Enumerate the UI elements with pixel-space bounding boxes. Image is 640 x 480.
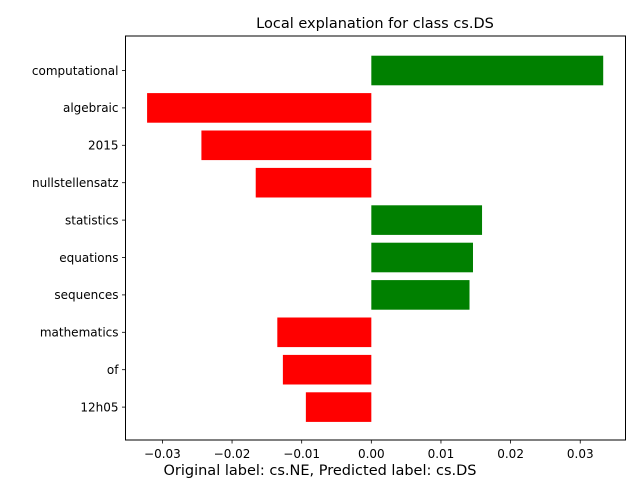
x-tick-label: −0.03 — [144, 447, 181, 461]
y-tick-label: nullstellensatz — [32, 176, 118, 190]
y-tick-label: equations — [59, 251, 118, 265]
bar-sequences — [371, 280, 470, 310]
bars-group — [147, 55, 604, 422]
bar-2015 — [201, 130, 372, 161]
chart-title: Local explanation for class cs.DS — [256, 16, 494, 32]
x-tick-label: 0.03 — [567, 447, 594, 461]
y-tick-label: statistics — [65, 213, 119, 227]
x-axis-ticks: −0.03 −0.02 −0.01 0.00 0.01 0.02 0.03 — [144, 440, 594, 461]
bar-equations — [371, 242, 473, 273]
y-tick-label: algebraic — [63, 101, 119, 115]
x-tick-label: −0.01 — [283, 447, 320, 461]
y-tick-label: 2015 — [88, 139, 119, 153]
y-tick-label: computational — [32, 64, 119, 78]
bar-computational — [371, 55, 604, 86]
x-tick-label: −0.02 — [214, 447, 251, 461]
x-tick-label: 0.00 — [358, 447, 385, 461]
bar-nullstellensatz — [255, 167, 372, 198]
y-tick-label: sequences — [54, 288, 118, 302]
plot-frame — [125, 35, 626, 441]
x-tick-label: 0.01 — [428, 447, 455, 461]
y-tick-label: of — [107, 363, 119, 377]
footer-caption: Original label: cs.NE, Predicted label: … — [163, 463, 476, 479]
bar-mathematics — [277, 317, 372, 348]
y-tick-label: mathematics — [40, 326, 119, 340]
bar-statistics — [371, 205, 483, 235]
bar-algebraic — [147, 93, 372, 123]
y-tick-label: 12h05 — [80, 400, 118, 414]
x-tick-label: 0.02 — [497, 447, 524, 461]
bar-12h05 — [305, 392, 372, 422]
bar-of — [282, 354, 372, 385]
y-axis-ticks: computational algebraic 2015 nullstellensat… — [32, 64, 126, 414]
